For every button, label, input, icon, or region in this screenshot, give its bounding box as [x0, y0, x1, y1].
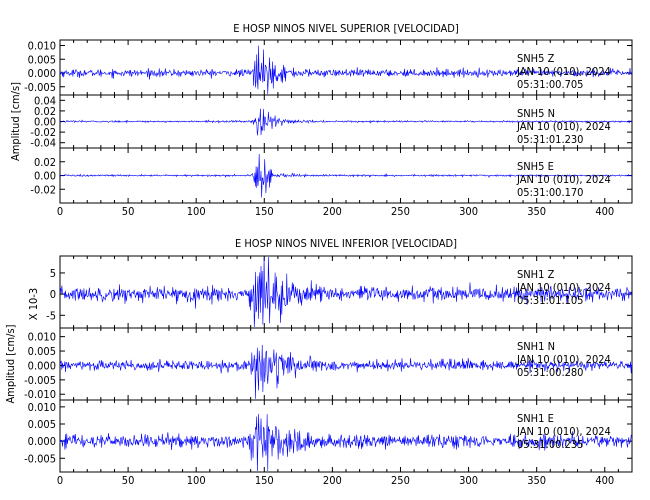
trace-time-label: 05:31:00.280 — [517, 366, 583, 379]
y-axis-multiplier: X 10-3 — [27, 288, 40, 320]
station-component-label: SNH1 N — [517, 340, 555, 353]
x-tick-label: 200 — [323, 474, 342, 487]
x-tick-label: 400 — [595, 205, 614, 218]
trace-date-label: JAN 10 (010), 2024 — [516, 353, 611, 366]
y-tick-label: 0.00 — [34, 170, 56, 183]
y-tick-label: -0.02 — [30, 183, 56, 196]
x-tick-label: 300 — [459, 474, 478, 487]
station-component-label: SNH1 Z — [517, 268, 555, 281]
y-tick-label: 0.00 — [34, 116, 56, 129]
waveform-SNH1-E — [59, 413, 633, 472]
station-component-label: SNH5 Z — [517, 52, 555, 65]
trace-time-label: 05:31:00.705 — [517, 78, 583, 91]
waveform-SNH5-E — [59, 153, 633, 198]
y-axis-label: Amplitud [cm/s] — [9, 82, 22, 161]
station-component-label: SNH1 E — [517, 412, 554, 425]
trace-date-label: JAN 10 (010), 2024 — [516, 65, 611, 78]
y-tick-label: -0.005 — [24, 81, 56, 94]
x-tick-label: 100 — [187, 474, 206, 487]
x-tick-label: 350 — [527, 205, 546, 218]
y-tick-label: -0.005 — [24, 374, 56, 387]
y-tick-label: 5 — [50, 267, 56, 280]
x-tick-label: 0 — [57, 474, 63, 487]
x-tick-label: 50 — [122, 205, 135, 218]
x-tick-label: 50 — [122, 474, 135, 487]
y-tick-label: 0.02 — [34, 105, 56, 118]
trace-time-label: 05:31:01.230 — [517, 133, 583, 146]
y-tick-label: -0.010 — [24, 388, 56, 401]
y-axis-label: Amplitud [cm/s] — [4, 324, 17, 403]
x-tick-label: 0 — [57, 205, 63, 218]
y-tick-label: 0.000 — [28, 359, 56, 372]
y-tick-label: 0.010 — [28, 401, 56, 414]
waveform-SNH1-N — [59, 344, 633, 399]
chart-title: E HOSP NINOS NIVEL INFERIOR [VELOCIDAD] — [235, 237, 457, 250]
x-tick-label: 350 — [527, 474, 546, 487]
y-tick-label: -0.005 — [24, 452, 56, 465]
station-component-label: SNH5 E — [517, 160, 554, 173]
x-tick-label: 150 — [255, 474, 274, 487]
station-component-label: SNH5 N — [517, 107, 555, 120]
waveform-SNH5-Z — [59, 45, 633, 95]
trace-date-label: JAN 10 (010), 2024 — [516, 281, 611, 294]
y-tick-label: 0.005 — [28, 53, 56, 66]
y-tick-label: 0.005 — [28, 345, 56, 358]
y-tick-label: 0.010 — [28, 331, 56, 344]
y-tick-label: 0 — [50, 288, 56, 301]
y-tick-label: 0.02 — [34, 156, 56, 169]
y-tick-label: -0.04 — [30, 137, 56, 150]
trace-time-label: 05:31:01.105 — [517, 294, 583, 307]
y-tick-label: -5 — [46, 309, 56, 322]
waveform-SNH5-N — [59, 108, 632, 136]
y-tick-label: 0.005 — [28, 418, 56, 431]
trace-date-label: JAN 10 (010), 2024 — [516, 425, 611, 438]
trace-time-label: 05:31:00.235 — [517, 438, 583, 451]
seismogram-panel-group-2: E HOSP NINOS NIVEL INFERIOR [VELOCIDAD] A… — [4, 237, 633, 487]
seismogram-panel-group-1: E HOSP NINOS NIVEL SUPERIOR [VELOCIDAD] A… — [9, 22, 633, 218]
waveform-SNH1-Z — [59, 256, 633, 328]
y-tick-label: 0.000 — [28, 67, 56, 80]
y-tick-label: -0.02 — [30, 126, 56, 139]
figure-root: E HOSP NINOS NIVEL SUPERIOR [VELOCIDAD] A… — [4, 22, 633, 487]
y-tick-label: 0.04 — [34, 94, 56, 107]
x-tick-label: 200 — [323, 205, 342, 218]
x-tick-label: 300 — [459, 205, 478, 218]
trace-date-label: JAN 10 (010), 2024 — [516, 120, 611, 133]
x-tick-label: 100 — [187, 205, 206, 218]
trace-time-label: 05:31:00.170 — [517, 186, 583, 199]
y-tick-label: 0.010 — [28, 40, 56, 53]
chart-title: E HOSP NINOS NIVEL SUPERIOR [VELOCIDAD] — [233, 22, 459, 35]
x-tick-label: 250 — [391, 474, 410, 487]
y-tick-label: 0.000 — [28, 435, 56, 448]
x-tick-label: 400 — [595, 474, 614, 487]
trace-date-label: JAN 10 (010), 2024 — [516, 173, 611, 186]
x-tick-label: 250 — [391, 205, 410, 218]
x-tick-label: 150 — [255, 205, 274, 218]
